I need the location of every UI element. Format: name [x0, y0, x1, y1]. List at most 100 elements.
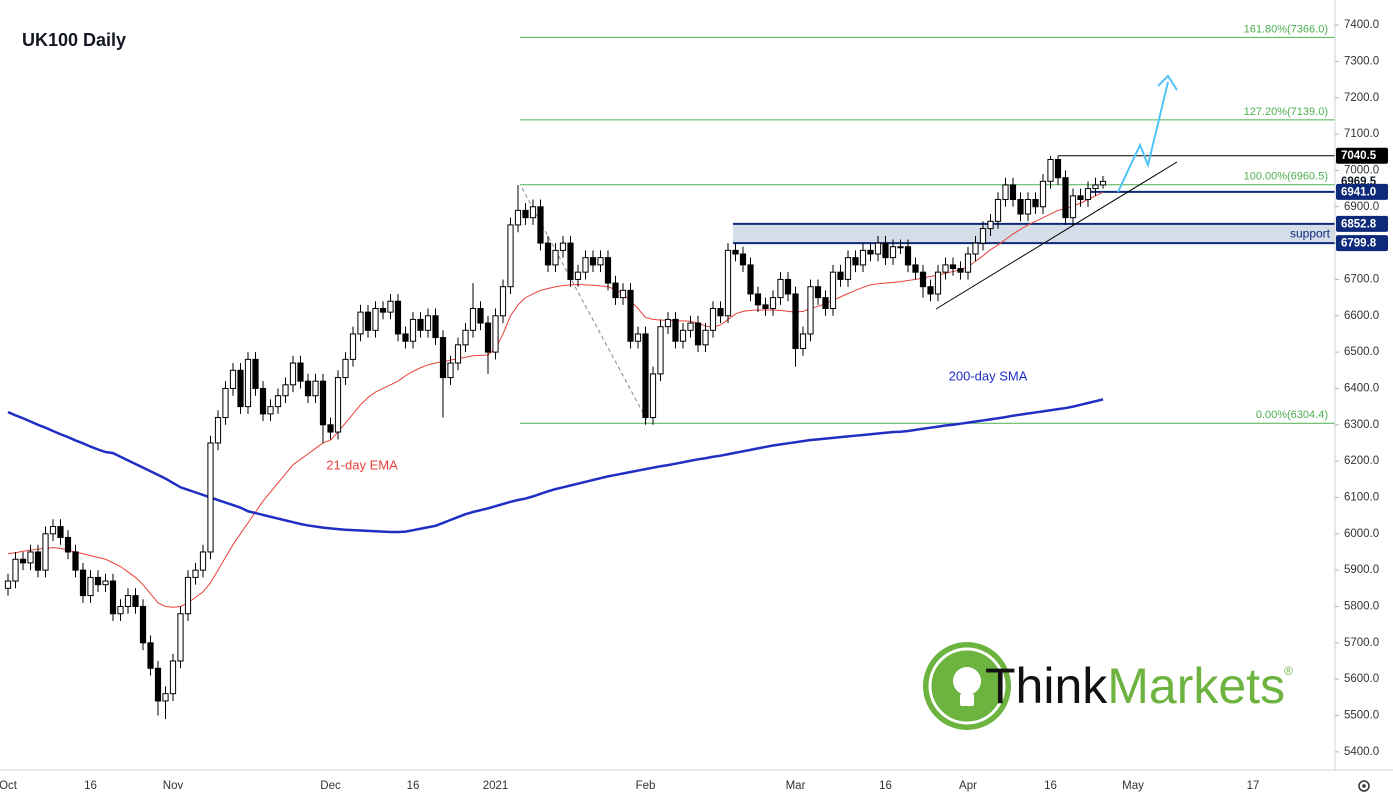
- candle-body: [642, 333, 649, 419]
- x-tick-label: Apr: [959, 780, 977, 792]
- candle-body: [94, 576, 102, 586]
- candle-body: [522, 209, 529, 219]
- y-tick-label: 6700.0: [1344, 273, 1379, 285]
- candle-body: [979, 228, 987, 244]
- y-tick-label: 5400.0: [1344, 746, 1379, 758]
- y-tick-label: 5600.0: [1344, 673, 1379, 685]
- candle-body: [897, 246, 904, 249]
- candle-body: [117, 605, 124, 615]
- y-tick-label: 5500.0: [1344, 710, 1379, 722]
- x-tick-label: 17: [1247, 780, 1260, 792]
- candle-body: [1084, 188, 1092, 200]
- y-tick-label: 5800.0: [1344, 601, 1379, 613]
- candle-body: [754, 293, 762, 306]
- indicator-label: 21-day EMA: [326, 457, 398, 472]
- trend-line: [935, 161, 1178, 310]
- settings-icon[interactable]: [1358, 780, 1370, 792]
- candle-body: [109, 580, 117, 615]
- candle-body: [612, 282, 619, 299]
- candle-body: [1032, 198, 1039, 208]
- logo: ThinkMarkets ®: [923, 642, 1293, 730]
- candle-body: [799, 333, 807, 349]
- candle-body: [34, 551, 42, 571]
- arrow-head: [1157, 74, 1178, 91]
- candle-body: [994, 198, 1002, 222]
- x-tick-label: Dec: [320, 780, 341, 792]
- candle-body: [372, 308, 379, 331]
- candle-body: [552, 249, 559, 266]
- fib-label: 100.00%(6960.5): [1244, 171, 1328, 183]
- candle-body: [949, 264, 957, 270]
- logo-bulb-base: [960, 694, 974, 706]
- candle-body: [604, 257, 612, 284]
- candle-body: [64, 536, 72, 553]
- candle-body: [297, 362, 304, 382]
- candle-body: [867, 249, 874, 255]
- candle-body: [927, 286, 934, 295]
- candle-body: [844, 257, 852, 280]
- price-axis: [1335, 0, 1393, 801]
- candle-body: [589, 257, 597, 266]
- candle-body: [964, 253, 972, 273]
- candle-body: [597, 257, 604, 266]
- y-tick-label: 7200.0: [1344, 92, 1379, 104]
- settings-dot[interactable]: [1362, 784, 1366, 788]
- candle-body: [342, 358, 349, 379]
- logo-bulb: [953, 667, 981, 695]
- candle-body: [439, 337, 447, 379]
- logo-registered: ®: [1284, 664, 1293, 678]
- candle-body: [1069, 195, 1077, 219]
- candle-body: [42, 533, 49, 571]
- candle-body: [829, 271, 837, 310]
- candle-body: [57, 526, 64, 538]
- candle-body: [739, 253, 747, 266]
- y-tick-label: 6600.0: [1344, 310, 1379, 322]
- candle-body: [469, 308, 477, 331]
- candle-body: [349, 333, 357, 360]
- candle-body: [822, 297, 829, 310]
- candle-body: [1092, 184, 1099, 190]
- chart-title: UK100 Daily: [22, 30, 126, 50]
- candle-body: [972, 242, 979, 255]
- candle-body: [574, 271, 582, 280]
- candle-body: [957, 268, 964, 273]
- candle-body: [229, 369, 237, 389]
- candle-body: [124, 595, 132, 607]
- fib-label: 0.00%(6304.4): [1256, 409, 1328, 421]
- candle-body: [447, 362, 454, 379]
- candle-body: [702, 329, 709, 346]
- candle-body: [387, 300, 394, 313]
- candle-body: [529, 206, 537, 219]
- candle-body: [252, 358, 259, 389]
- candle-body: [687, 322, 694, 331]
- logo-think: Think: [985, 658, 1108, 714]
- candle-body: [769, 297, 777, 310]
- candle-body: [747, 264, 754, 295]
- candle-body: [672, 318, 679, 342]
- support-zone: [733, 223, 1335, 244]
- candle-body: [169, 660, 177, 695]
- settings-button[interactable]: [1358, 780, 1370, 792]
- candle-body: [12, 558, 19, 582]
- candle-body: [87, 576, 94, 597]
- y-tick-label: 6300.0: [1344, 419, 1379, 431]
- y-tick-label: 6000.0: [1344, 528, 1379, 540]
- candle-body: [184, 576, 192, 615]
- x-tick-label: 16: [879, 780, 892, 792]
- candle-body: [312, 380, 319, 397]
- candle-body: [664, 318, 672, 328]
- y-tick-label: 6200.0: [1344, 455, 1379, 467]
- candle-body: [814, 286, 822, 299]
- candle-body: [852, 257, 859, 266]
- candle-body: [177, 613, 184, 662]
- price-tag-label: 6941.0: [1341, 186, 1376, 198]
- candle-body: [207, 442, 214, 553]
- candle-body: [357, 311, 364, 335]
- candle-body: [634, 333, 642, 342]
- candle-body: [364, 311, 372, 331]
- candle-body: [694, 322, 702, 346]
- candle-body: [199, 551, 207, 571]
- candle-body: [102, 580, 109, 586]
- logo-markets: Markets: [1107, 658, 1285, 714]
